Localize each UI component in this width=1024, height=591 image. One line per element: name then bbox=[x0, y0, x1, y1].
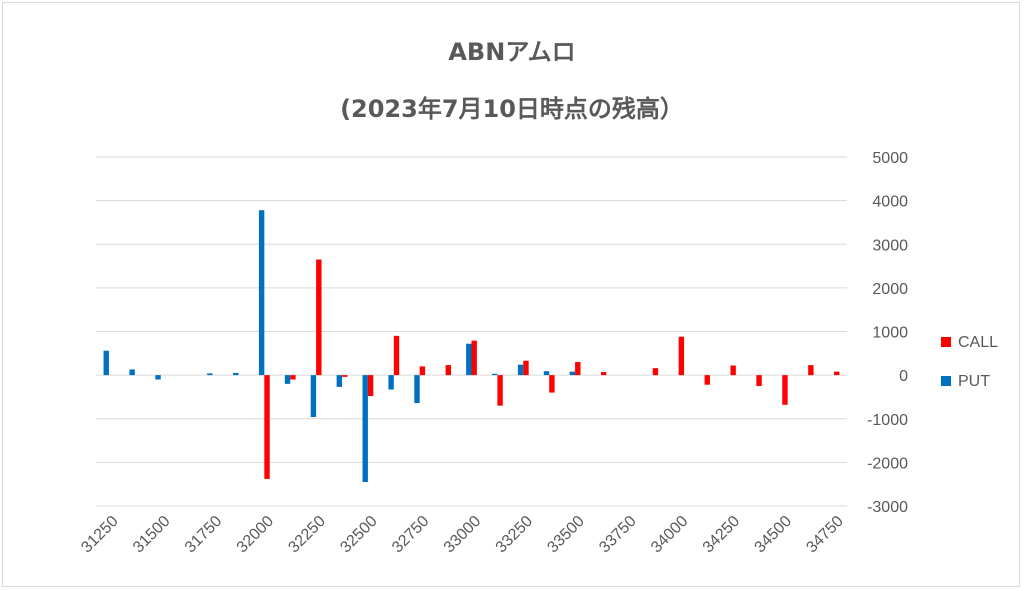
x-tick-labels: 31250 31500 31750 32000 32250 32500 32750 33000… bbox=[78, 513, 847, 557]
x-tick-label: 31750 bbox=[182, 513, 226, 557]
y-tick-label: 0 bbox=[899, 368, 908, 385]
bar-put bbox=[233, 372, 239, 376]
bar-put bbox=[414, 375, 420, 404]
x-tick-label: 32500 bbox=[337, 513, 381, 557]
bar-put bbox=[258, 210, 265, 376]
y-tick-label: -2000 bbox=[867, 455, 908, 472]
bar-call bbox=[445, 365, 452, 376]
bar-put bbox=[517, 364, 524, 376]
bar-put bbox=[569, 371, 576, 376]
bar-put bbox=[336, 375, 343, 387]
bar-call bbox=[523, 360, 529, 376]
x-tick-label: 32750 bbox=[389, 513, 433, 557]
bar-call bbox=[652, 368, 659, 376]
x-tick-label: 34500 bbox=[752, 513, 796, 557]
legend-label-call: CALL bbox=[958, 334, 998, 351]
bar-call bbox=[575, 362, 581, 376]
x-tick-label: 33500 bbox=[544, 513, 588, 557]
bar-put bbox=[543, 371, 550, 376]
y-tick-label: 5000 bbox=[872, 150, 908, 167]
bar-put bbox=[103, 350, 109, 376]
legend-swatch-put bbox=[941, 376, 951, 386]
x-tick-label: 32000 bbox=[234, 513, 278, 557]
bar-call bbox=[808, 365, 814, 376]
bar-put bbox=[466, 343, 472, 376]
bar-call bbox=[290, 375, 296, 380]
bar-call bbox=[367, 375, 374, 397]
bar-call bbox=[600, 372, 607, 376]
y-tick-label: -3000 bbox=[867, 499, 908, 516]
bars bbox=[103, 210, 840, 483]
y-tick-label: -1000 bbox=[867, 412, 908, 429]
bar-call bbox=[393, 335, 400, 376]
bar-put bbox=[155, 375, 161, 380]
legend-swatch-call bbox=[941, 337, 951, 347]
legend: CALL PUT bbox=[941, 334, 998, 390]
y-tick-label: 2000 bbox=[872, 281, 908, 298]
bar-call bbox=[756, 375, 762, 387]
bar-put bbox=[362, 375, 368, 483]
bar-call bbox=[342, 375, 348, 377]
bar-call bbox=[834, 371, 840, 376]
bar-put bbox=[129, 369, 135, 376]
bar-call bbox=[471, 340, 477, 376]
x-tick-label: 31500 bbox=[130, 513, 174, 557]
gridlines bbox=[96, 156, 847, 507]
bar-call bbox=[419, 366, 426, 376]
bar-call bbox=[782, 375, 788, 405]
bar-put bbox=[284, 375, 291, 384]
y-tick-labels: 5000 4000 3000 2000 1000 0 -1000 -2000 -3000 bbox=[867, 150, 908, 516]
bar-put bbox=[207, 373, 213, 376]
x-tick-label: 34000 bbox=[648, 513, 692, 557]
y-tick-label: 1000 bbox=[872, 325, 908, 342]
chart-title: ABNアムロ bbox=[448, 38, 576, 66]
y-tick-label: 3000 bbox=[872, 237, 908, 254]
bar-call bbox=[704, 375, 710, 385]
bar-put bbox=[388, 375, 394, 390]
chart-subtitle: (2023年7月10日時点の残高） bbox=[340, 95, 684, 123]
bar-call bbox=[678, 336, 685, 376]
bar-call bbox=[497, 375, 503, 406]
bar-call bbox=[264, 375, 270, 479]
x-tick-label: 33000 bbox=[441, 513, 485, 557]
bar-put bbox=[491, 373, 498, 376]
x-tick-label: 34250 bbox=[700, 513, 744, 557]
x-tick-label: 31250 bbox=[78, 513, 122, 557]
legend-label-put: PUT bbox=[958, 373, 990, 390]
x-tick-label: 32250 bbox=[285, 513, 329, 557]
x-tick-label: 34750 bbox=[803, 513, 847, 557]
bar-call bbox=[316, 259, 322, 376]
x-tick-label: 33750 bbox=[596, 513, 640, 557]
bar-call bbox=[730, 365, 736, 376]
bar-put bbox=[310, 375, 317, 418]
bar-call bbox=[549, 375, 555, 393]
y-tick-label: 4000 bbox=[872, 194, 908, 211]
x-tick-label: 33250 bbox=[493, 513, 537, 557]
